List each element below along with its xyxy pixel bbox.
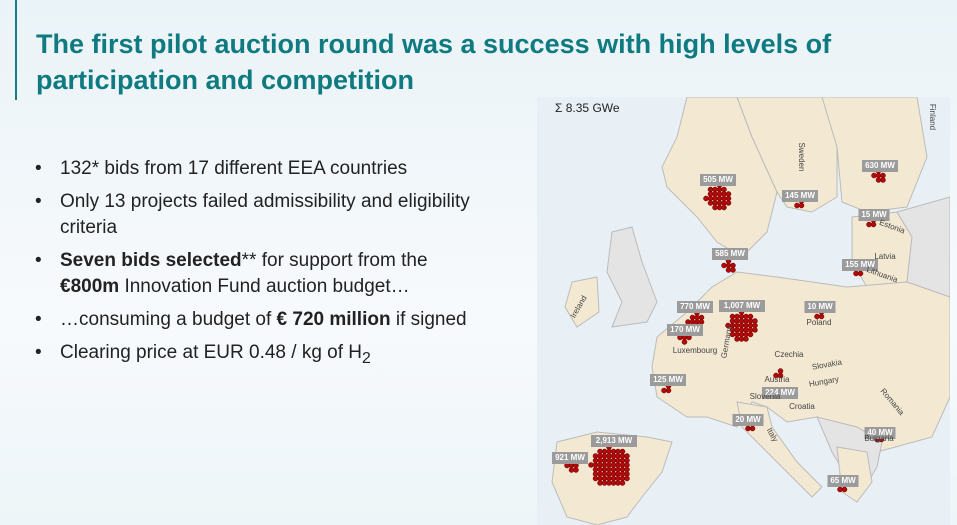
project-dot <box>681 339 688 345</box>
capacity-box <box>782 190 818 202</box>
capacity-label: 2,913 MW <box>596 436 633 445</box>
project-dot <box>870 221 877 228</box>
project-dot <box>880 177 886 183</box>
bullet-text: …consuming a budget of <box>60 309 277 330</box>
project-dot <box>698 319 705 325</box>
bullet: …consuming a budget of € 720 million if … <box>35 307 485 333</box>
capacity-box <box>762 387 798 399</box>
bullet: 132* bids from 17 different EEA countrie… <box>35 156 485 182</box>
bullet: Clearing price at EUR 0.48 / kg of H2 <box>35 340 485 372</box>
capacity-label: 770 MW <box>680 302 710 311</box>
country-label: Bulgaria <box>864 434 894 443</box>
country-label: Luxembourg <box>673 346 717 355</box>
bullet-text: Only 13 projects failed admissibility an… <box>60 191 476 238</box>
capacity-box <box>591 435 637 447</box>
bullet-text: ** for support from the <box>241 250 433 271</box>
capacity-box <box>677 301 713 313</box>
country-label: Finland <box>928 104 937 130</box>
project-dot <box>818 313 825 320</box>
land <box>564 276 600 328</box>
project-dot <box>730 267 736 273</box>
project-dot <box>725 200 732 206</box>
capacity-box <box>842 259 878 271</box>
capacity-label: 1,007 MW <box>724 301 761 310</box>
map: Σ 8.35 GWe 505 MW 145 MW 630 MW 15 MW 585 MW… <box>537 97 950 525</box>
accent-bar <box>15 0 17 100</box>
country-label: Croatia <box>789 402 815 411</box>
bullet-text: Innovation Fund auction budget… <box>119 276 410 297</box>
project-dot <box>721 204 727 211</box>
project-dot <box>749 425 756 432</box>
capacity-box <box>552 452 588 464</box>
project-dot <box>752 327 758 333</box>
project-dot <box>665 387 672 394</box>
project-dot <box>841 486 848 493</box>
map-total: Σ 8.35 GWe <box>555 101 620 115</box>
project-dot <box>624 475 630 482</box>
title: The first pilot auction round was a succ… <box>36 29 832 95</box>
capacity-box <box>827 475 859 487</box>
bullet: Seven bids selected** for support from t… <box>35 248 485 300</box>
project-dot <box>857 270 864 277</box>
capacity-box <box>700 174 736 186</box>
capacity-label: 224 MW <box>765 388 795 397</box>
capacity-label: 145 MW <box>785 191 815 200</box>
country-label: Austria <box>765 375 790 384</box>
bullet-text: €800m <box>60 276 120 297</box>
capacity-label: 10 MW <box>807 302 833 311</box>
capacity-label: 505 MW <box>703 175 733 184</box>
country-label: Slovenia <box>750 392 781 401</box>
capacity-label: 921 MW <box>555 453 585 462</box>
capacity-box <box>719 300 765 312</box>
bullet-list: 132* bids from 17 different EEA countrie… <box>35 156 485 379</box>
capacity-label: 15 MW <box>861 210 887 219</box>
capacity-box <box>732 414 764 426</box>
capacity-box <box>858 209 890 221</box>
capacity-box <box>804 301 836 313</box>
country-label: Sweden <box>797 143 806 172</box>
project-dot <box>798 202 805 209</box>
bullet-text: Seven bids selected <box>60 250 242 271</box>
project-dot <box>777 372 784 379</box>
country-label: Poland <box>807 318 832 327</box>
land <box>606 226 658 328</box>
capacity-box <box>712 248 748 260</box>
project-dot <box>573 467 579 473</box>
capacity-label: 20 MW <box>735 415 761 424</box>
project-dot <box>743 336 749 342</box>
project-dot <box>619 480 626 486</box>
bullet-text: Clearing price at EUR 0.48 / kg of H <box>60 342 363 363</box>
project-dot <box>747 331 754 338</box>
capacity-box <box>667 324 703 336</box>
country-label: Latvia <box>874 252 896 261</box>
capacity-label: 155 MW <box>845 260 875 269</box>
bullet-text: 2 <box>362 349 371 367</box>
capacity-label: 585 MW <box>715 249 745 258</box>
capacity-label: 125 MW <box>653 375 683 384</box>
bullet-text: if signed <box>390 309 467 330</box>
capacity-box <box>862 160 898 172</box>
bullet-text: € 720 million <box>276 309 391 330</box>
capacity-box <box>650 374 686 386</box>
country-label: Czechia <box>775 350 804 359</box>
capacity-box <box>864 427 896 439</box>
capacity-label: 40 MW <box>867 428 893 437</box>
bullet: Only 13 projects failed admissibility an… <box>35 189 485 241</box>
capacity-label: 170 MW <box>670 325 700 334</box>
bullet-text: 132* bids from 17 different EEA countrie… <box>60 158 408 179</box>
capacity-label: 630 MW <box>865 161 895 170</box>
capacity-label: 65 MW <box>830 476 856 485</box>
